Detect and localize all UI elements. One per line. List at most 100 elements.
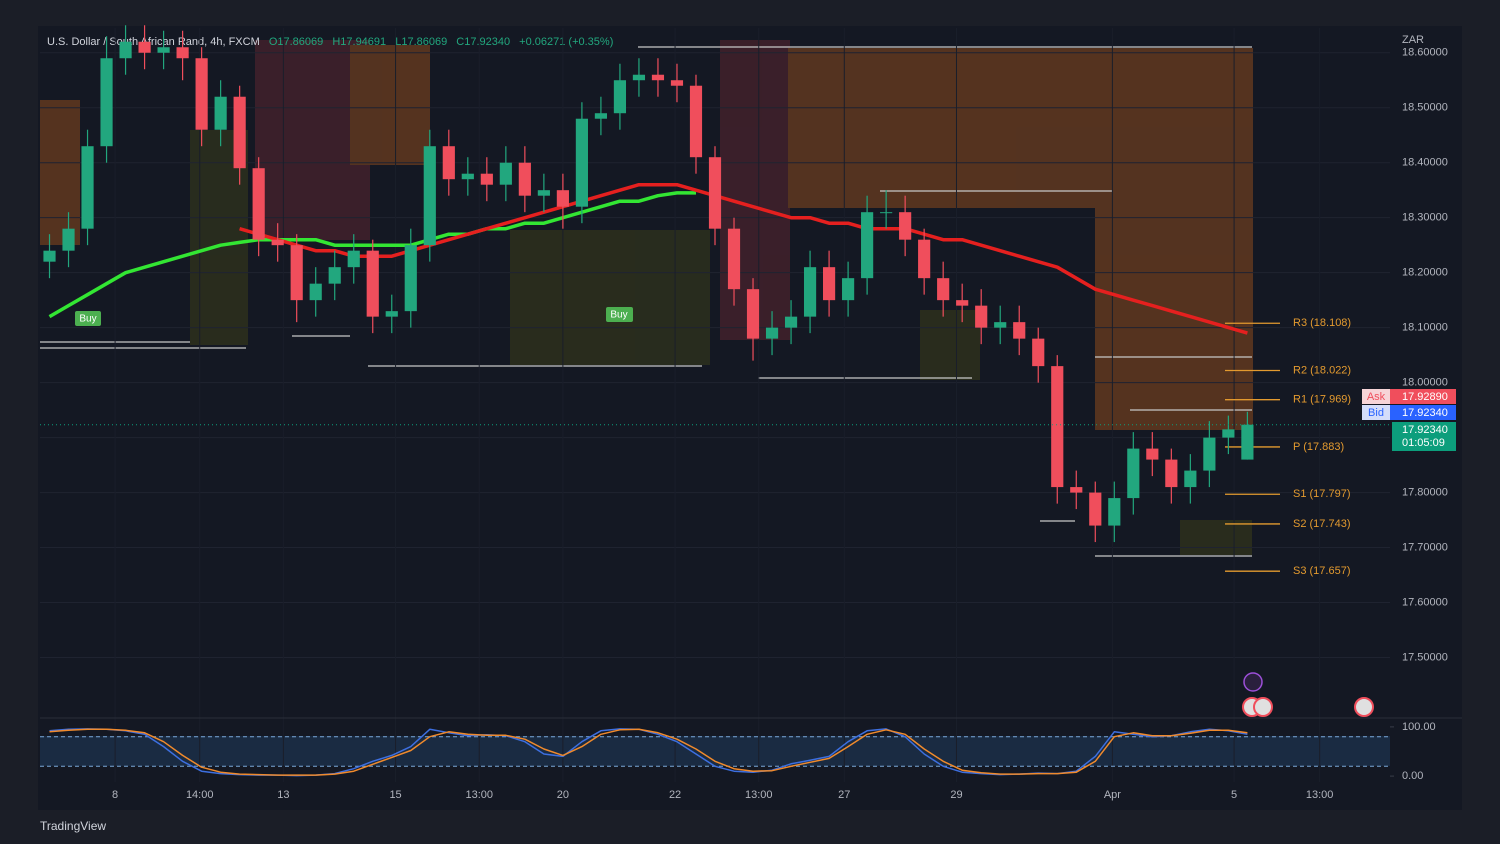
candle-body [1184, 470, 1197, 488]
x-tick-label: 22 [669, 789, 681, 801]
countdown: 01:05:09 [1402, 437, 1445, 449]
pivot-label: R1 (17.969) [1293, 394, 1351, 406]
candle-body [195, 58, 208, 130]
candle-body [1089, 492, 1102, 526]
candle-body [899, 212, 912, 240]
candle-body [1051, 366, 1064, 488]
buy-badge [75, 311, 101, 326]
candle-body [518, 162, 531, 196]
candle-body [765, 327, 779, 339]
candle-body [842, 278, 855, 301]
candle-body [537, 190, 550, 196]
change: +0.06271 (+0.35%) [519, 36, 613, 48]
candle-body [480, 173, 493, 185]
shade [1095, 200, 1253, 430]
quote-labels: Ask 17.92890 Bid 17.92340 17.92340 01:05… [1362, 389, 1456, 451]
candle-body [575, 118, 588, 207]
y-tick-label: 18.40000 [1402, 157, 1448, 169]
candle-body [880, 212, 893, 214]
last-price: 17.92340 [1402, 424, 1448, 436]
candle-body [1032, 338, 1045, 367]
oscillator-line [49, 728, 1248, 776]
shade [1180, 520, 1252, 555]
low: L17.86069 [395, 36, 447, 48]
candle-body [81, 146, 94, 229]
shade [510, 230, 710, 365]
bid-price: 17.92340 [1402, 407, 1448, 419]
shade [788, 48, 1253, 208]
candle-body [1127, 448, 1140, 499]
candle-body [651, 74, 665, 81]
candle-body [956, 300, 969, 306]
candle-body [632, 74, 646, 81]
y-tick-label: 18.50000 [1402, 102, 1448, 114]
candle-body [861, 212, 874, 279]
x-tick-label: 13:00 [1306, 789, 1334, 801]
open: O17.86069 [269, 36, 323, 48]
chart-legend: U.S. Dollar / South African Rand, 4h, FX… [47, 36, 613, 48]
candle-body [328, 267, 341, 284]
candles [43, 25, 1254, 543]
candle-body [157, 47, 170, 53]
candle-body [290, 245, 303, 301]
candle-body [499, 162, 512, 185]
shade [40, 100, 80, 245]
candle-body [994, 322, 1007, 328]
candle-body [138, 41, 151, 53]
candle-body [404, 245, 417, 312]
candle-body [613, 80, 627, 114]
y-tick-label: 18.30000 [1402, 212, 1448, 224]
x-tick-label: 8 [112, 789, 118, 801]
buy-signal: Buy Buy [75, 307, 633, 326]
pivot-label: S3 (17.657) [1293, 565, 1350, 577]
buy-label: Buy [610, 310, 627, 321]
event-icon[interactable] [1354, 697, 1374, 717]
candle-body [784, 316, 798, 328]
candle-body [1222, 429, 1235, 438]
x-tick-label: 27 [838, 789, 850, 801]
last-price-box [1392, 422, 1456, 451]
event-icon[interactable] [1243, 672, 1263, 692]
close: C17.92340 [456, 36, 510, 48]
candle-body [271, 239, 284, 246]
x-tick-label: 20 [557, 789, 569, 801]
candle-body [1070, 487, 1083, 493]
candle-body [803, 267, 817, 317]
candle-body [233, 96, 246, 169]
candle-body [823, 267, 836, 301]
candle-body [1203, 437, 1216, 471]
x-tick-label: 5 [1231, 789, 1237, 801]
candle-body [176, 47, 189, 59]
candle-body [708, 157, 722, 229]
high: H17.94691 [332, 36, 386, 48]
y-tick-label: 17.50000 [1402, 651, 1448, 663]
candle-body [670, 80, 684, 86]
x-tick-label: 14:00 [186, 789, 214, 801]
symbol: U.S. Dollar / South African Rand, 4h, FX… [47, 36, 260, 48]
event-icon[interactable] [1253, 697, 1273, 717]
currency: ZAR [1402, 34, 1424, 46]
buy-label: Buy [79, 314, 96, 325]
pivot-label: S1 (17.797) [1293, 488, 1350, 500]
candle-body [100, 58, 113, 147]
pivot-label: R3 (18.108) [1293, 317, 1351, 329]
candle-body [1013, 322, 1026, 339]
brand: TradingView [40, 819, 106, 833]
candle-body [366, 250, 379, 317]
x-tick-label: 13 [277, 789, 289, 801]
ask-tag [1362, 389, 1390, 404]
bid-tag [1362, 405, 1390, 420]
candle-body [214, 96, 227, 130]
candle-body [461, 173, 474, 180]
candle-body [975, 305, 988, 328]
candle-body [43, 250, 56, 262]
y-tick-label: 18.20000 [1402, 267, 1448, 279]
y-tick-label: 18.00000 [1402, 377, 1448, 389]
shade [920, 310, 980, 380]
candle-body [689, 85, 703, 158]
x-tick-label: Apr [1104, 789, 1121, 801]
candle-body [937, 278, 950, 301]
pivot-label: R2 (18.022) [1293, 364, 1351, 376]
